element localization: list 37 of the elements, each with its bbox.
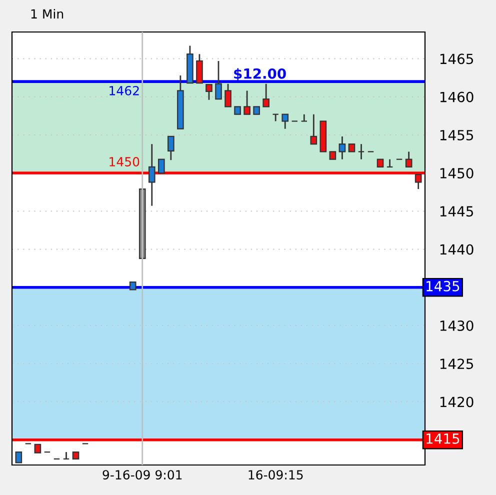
candlestick	[224, 83, 232, 108]
ref-line-label: 1415	[426, 434, 460, 444]
candlestick	[300, 114, 308, 122]
candlestick	[158, 158, 165, 174]
candlestick	[272, 114, 280, 122]
y-tick-label: 1450	[440, 168, 474, 179]
candlestick	[206, 84, 212, 101]
candlestick	[244, 90, 250, 116]
candlestick	[414, 174, 422, 190]
candlestick	[215, 60, 222, 100]
candlestick	[168, 136, 174, 161]
candlestick	[62, 451, 70, 460]
y-tick-label: 1445	[440, 206, 474, 217]
y-tick-label: 1420	[440, 396, 474, 408]
x-tick-label: 9-16-09 9:01	[102, 470, 182, 480]
candlestick	[262, 83, 270, 108]
candlestick	[310, 114, 318, 145]
y-tick-label: 1455	[440, 130, 474, 140]
candlestick	[405, 150, 412, 168]
annotation: $12.00	[234, 68, 286, 81]
chart-title: 1 Min	[31, 8, 64, 18]
candlestick	[15, 451, 22, 464]
y-tick-label: 1425	[440, 358, 474, 370]
x-tick-label: 16-09:15	[248, 470, 303, 480]
candlestick	[282, 114, 289, 130]
candlestick	[148, 143, 156, 207]
annotation: 1450	[110, 156, 140, 166]
annotation: 1462	[110, 86, 139, 96]
candlestick	[338, 136, 346, 160]
candlestick	[358, 143, 365, 160]
ref-line-label: 1435	[426, 280, 460, 292]
candlestick	[196, 53, 203, 84]
y-tick-label: 1430	[440, 320, 474, 331]
y-tick-label: 1460	[440, 92, 474, 102]
y-tick-label: 1440	[440, 244, 474, 255]
y-tick-label: 1465	[440, 54, 474, 64]
candlestick	[386, 158, 394, 168]
